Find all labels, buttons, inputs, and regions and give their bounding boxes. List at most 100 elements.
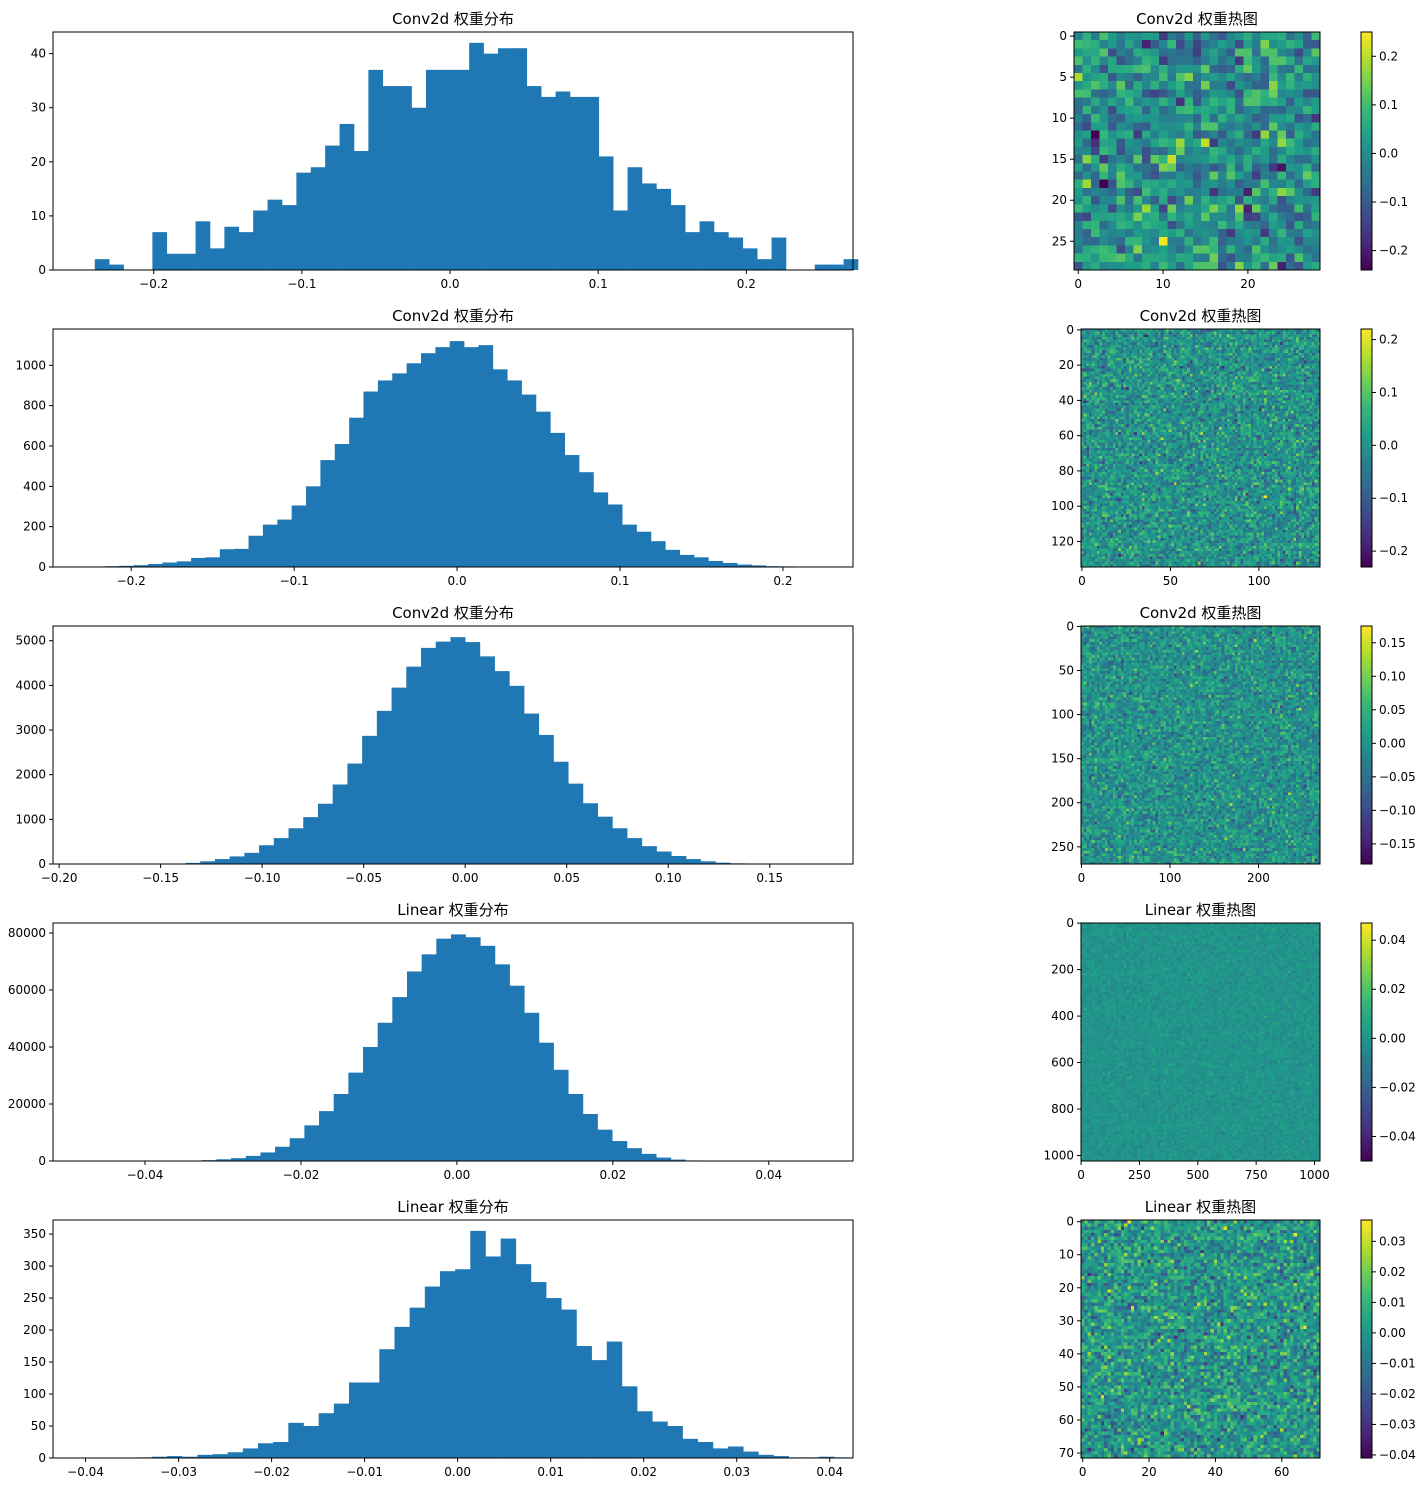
heatmap-cell [1091, 213, 1100, 222]
heatmap-cell [1184, 114, 1193, 123]
heatmap-cell [1142, 81, 1151, 90]
heatmap-cell [1193, 106, 1202, 115]
heatmap-cell [1244, 114, 1253, 123]
heatmap-cell [1244, 40, 1253, 49]
heatmap-cell [1201, 188, 1210, 197]
heatmap-cell [1286, 130, 1295, 139]
histogram-bar [527, 86, 542, 270]
colorbar-segment [1361, 147, 1372, 151]
histogram-bar [723, 563, 738, 567]
heatmap-cell [1286, 229, 1295, 238]
heatmap-cell [1082, 262, 1091, 271]
histogram-bar [512, 48, 527, 270]
heatmap-cell [1303, 81, 1312, 90]
heatmap-cell [1201, 334, 1204, 337]
heatmap-cell [1201, 106, 1210, 115]
heatmap-cell [1227, 48, 1236, 57]
heatmap-cell [1312, 130, 1321, 139]
heatmap-cell [1108, 172, 1117, 181]
heatmap-cell [1269, 188, 1278, 197]
heatmap-cell [1252, 163, 1261, 172]
heatmap-cell [1235, 73, 1244, 82]
histogram-bar [536, 412, 551, 567]
heatmap-cell [1145, 332, 1148, 335]
colorbar-segment [1361, 52, 1372, 56]
heatmap-cell [1278, 172, 1287, 181]
colorbar-segment [1361, 254, 1372, 258]
heatmap-cell [1295, 32, 1304, 41]
heatmap-cell [1235, 334, 1238, 337]
heatmap-cell [1201, 48, 1210, 57]
heatmap-cell [1150, 98, 1159, 107]
histogram-bar [378, 380, 393, 567]
heatmap-cell [1147, 334, 1150, 337]
heatmap-cell [1201, 204, 1210, 213]
heatmap-cell [1139, 332, 1142, 335]
heatmap-cell [1133, 245, 1142, 254]
colorbar-segment [1361, 238, 1372, 242]
histogram-bar [426, 70, 441, 270]
heatmap-cell [1278, 204, 1287, 213]
heatmap-cell [1176, 57, 1185, 66]
heatmap-cell [1201, 213, 1210, 222]
heatmap-cell [1201, 32, 1210, 41]
heatmap-cell [1283, 332, 1286, 335]
heatmap-cell [1159, 254, 1168, 263]
heatmap-cell [1278, 155, 1287, 164]
heatmap-cell [1074, 130, 1083, 139]
heatmap-cell [1218, 180, 1227, 189]
heatmap-cell [1167, 229, 1176, 238]
heatmap-cell [1125, 130, 1134, 139]
heatmap-cell [1218, 237, 1227, 246]
heatmap-cell [1201, 40, 1210, 49]
heatmap-cell [1116, 48, 1125, 57]
heatmap-cell [1082, 204, 1091, 213]
heatmap-cell [1108, 40, 1117, 49]
heatmap-cell [1312, 254, 1321, 263]
heatmap-cell [1312, 204, 1321, 213]
heatmap-ytick-label: 15 [1052, 152, 1067, 166]
heatmap-cell [1244, 245, 1253, 254]
heatmap-cell [1142, 334, 1145, 337]
heatmap-cell [1201, 254, 1210, 263]
heatmap-cell [1269, 73, 1278, 82]
heatmap-cell [1091, 122, 1100, 131]
heatmap-cell [1261, 213, 1270, 222]
heatmap-cell [1235, 139, 1244, 148]
heatmap-cell [1126, 334, 1129, 337]
histogram-bar [498, 48, 513, 270]
heatmap-cell [1074, 188, 1083, 197]
histogram-bar [608, 504, 623, 567]
heatmap-cell [1312, 48, 1321, 57]
heatmap-cell [1295, 180, 1304, 189]
heatmap-cell [1218, 106, 1227, 115]
heatmap-cell [1261, 155, 1270, 164]
colorbar-segment [1361, 218, 1372, 222]
heatmap-title: Conv2d 权重热图 [1136, 10, 1258, 28]
heatmap-cell [1116, 106, 1125, 115]
heatmap-cell [1125, 106, 1134, 115]
heatmap-cell [1091, 89, 1100, 98]
heatmap-cell [1134, 334, 1137, 337]
histogram-ytick-label: 600 [23, 439, 46, 453]
histogram-bar [622, 525, 637, 567]
heatmap-cell [1150, 89, 1159, 98]
heatmap-cell [1235, 254, 1244, 263]
heatmap-cell [1150, 213, 1159, 222]
heatmap-cell [1074, 172, 1083, 181]
histogram-bar [320, 460, 335, 567]
heatmap-cell [1184, 254, 1193, 263]
heatmap-cell [1167, 139, 1176, 148]
colorbar-segment [1361, 187, 1372, 191]
heatmap-cell [1123, 332, 1126, 335]
heatmap-cell [1108, 65, 1117, 74]
heatmap-cell [1167, 89, 1176, 98]
heatmap-cell [1244, 139, 1253, 148]
heatmap-cell [1082, 221, 1091, 230]
heatmap-cell [1176, 32, 1185, 41]
heatmap-cell [1099, 180, 1108, 189]
heatmap-cell [1158, 334, 1161, 337]
histogram-bar [708, 561, 723, 567]
heatmap-cell [1278, 40, 1287, 49]
heatmap-cell [1235, 196, 1244, 205]
